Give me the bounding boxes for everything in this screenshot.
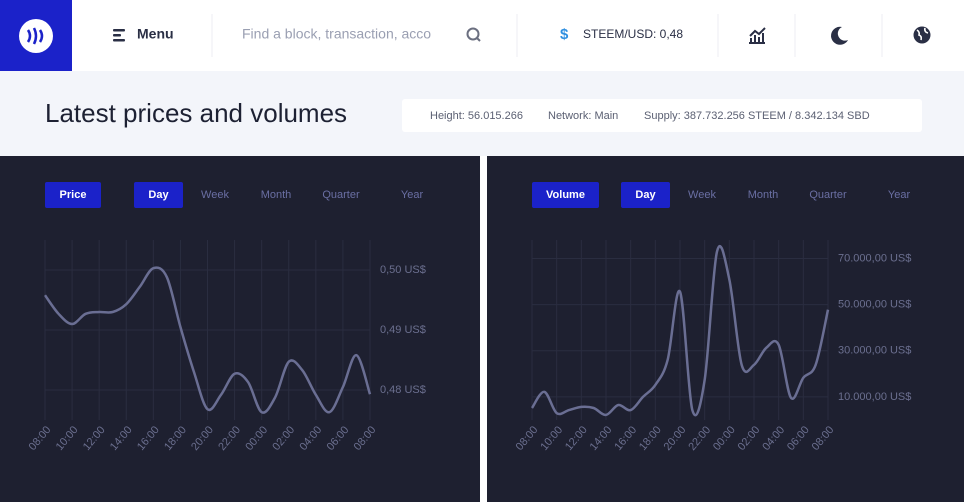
chart-icon[interactable] (749, 27, 766, 44)
stat: Supply: 387.732.256 STEEM / 8.342.134 SB… (644, 110, 870, 122)
period-tab[interactable]: Quarter (322, 189, 360, 201)
period-button[interactable] (134, 182, 183, 208)
stats-box (402, 99, 922, 132)
period-tab[interactable]: Week (201, 189, 229, 201)
period-tab[interactable]: Year (888, 189, 911, 201)
price: STEEM/USD: 0,48 (583, 27, 683, 41)
period-tab[interactable]: Month (261, 189, 292, 201)
y-tick-label: 10.000,00 US$ (838, 391, 911, 403)
period-tab[interactable]: Month (748, 189, 779, 201)
period-tab[interactable]: Quarter (809, 189, 847, 201)
period-tab[interactable]: Day (148, 189, 169, 201)
period-tab[interactable]: Day (635, 189, 656, 201)
search-icon[interactable] (466, 27, 480, 41)
y-tick-label: 30.000,00 US$ (838, 345, 911, 357)
price-line (530, 244, 830, 417)
stat: Height: 56.015.266 (430, 110, 523, 122)
chart-panel (0, 156, 480, 502)
period-tab[interactable]: Year (401, 189, 424, 201)
y-tick-label: 50.000,00 US$ (838, 299, 911, 311)
search-input[interactable]: Find a block, transaction, acco (242, 26, 431, 42)
y-tick-label: 70.000,00 US$ (838, 252, 911, 264)
period-button[interactable] (621, 182, 670, 208)
type-button-label: Volume (546, 189, 585, 201)
type-button[interactable] (532, 182, 599, 208)
y-tick-label: 0,48 US$ (380, 384, 426, 396)
type-button-label: Price (60, 189, 87, 201)
language-icon-detail (916, 27, 929, 41)
language-icon[interactable] (913, 26, 931, 44)
currency-symbol: $ (560, 26, 569, 43)
page-title: Latest prices and volumes (45, 98, 347, 128)
type-button[interactable] (45, 182, 101, 208)
logo-mark (26, 27, 44, 45)
y-tick-label: 0,49 US$ (380, 324, 426, 336)
stat: Network: Main (548, 110, 618, 122)
y-tick-label: 0,50 US$ (380, 264, 426, 276)
chart-panel (487, 156, 964, 502)
price-line (43, 266, 372, 414)
menu-icon[interactable] (113, 29, 125, 42)
menu[interactable]: Menu (137, 26, 174, 42)
header (0, 0, 964, 71)
theme-icon[interactable] (831, 26, 848, 45)
period-tab[interactable]: Week (688, 189, 716, 201)
search-icon-handle (476, 37, 481, 42)
